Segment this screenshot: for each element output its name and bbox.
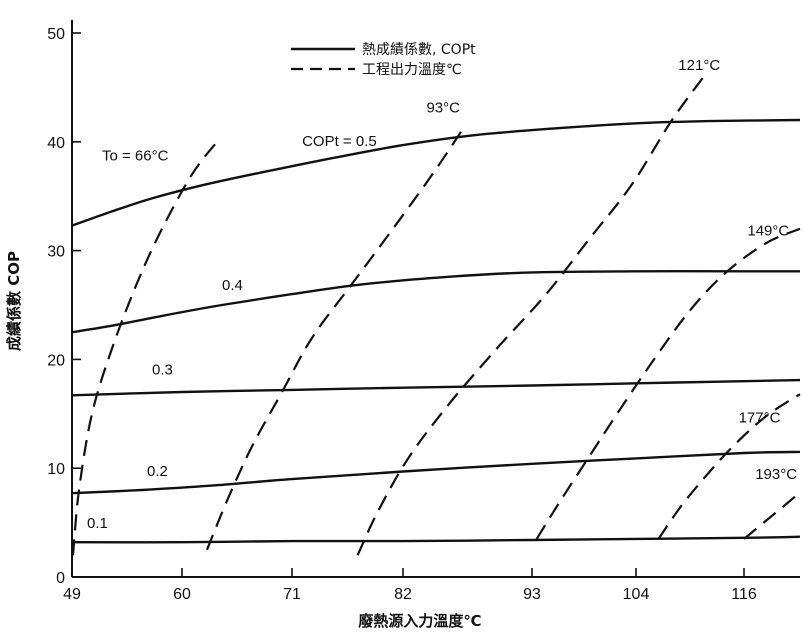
legend: 熱成績係數, COPt 工程出力溫度℃	[291, 42, 476, 78]
x-tick-label: 82	[394, 586, 412, 603]
curve-label: 93°C	[426, 99, 460, 116]
y-tick-label: 40	[47, 135, 65, 152]
cop-curve	[71, 270, 800, 334]
curve-label: 0.2	[147, 463, 168, 480]
x-axis-title: 廢熱源入力溫度℃	[358, 612, 481, 630]
x-tick-label: 104	[623, 586, 650, 603]
curve-label: To = 66°C	[102, 147, 169, 164]
axes: 0 10 20 30 40 50 49 60 71 82 93 104 116	[47, 20, 800, 603]
x-tick-label: 93	[523, 586, 541, 603]
cop-curve	[71, 378, 801, 397]
curve-label: 193°C	[755, 466, 797, 483]
curve-label: 0.4	[222, 277, 243, 294]
temperature-curve	[657, 393, 801, 540]
temperature-curve	[356, 70, 709, 556]
y-tick-label: 0	[56, 570, 65, 587]
curve-label: COPt = 0.5	[302, 133, 377, 150]
curve-label: 149°C	[747, 222, 789, 239]
x-tick-label: 49	[63, 586, 81, 603]
temperature-curve	[205, 130, 463, 551]
temperature-curve	[535, 227, 801, 540]
curve-label: 0.3	[152, 362, 173, 379]
cop-curve	[71, 450, 801, 495]
y-tick-label: 10	[47, 461, 65, 478]
cop-curve	[71, 535, 801, 544]
temperature-curve	[71, 141, 218, 556]
cop-curve	[71, 118, 801, 227]
y-axis-title: 成績係數 COP	[5, 251, 23, 351]
x-tick-label: 116	[731, 586, 757, 603]
y-tick-label: 20	[47, 352, 65, 369]
x-tick-label: 60	[173, 586, 191, 603]
y-tick-label: 30	[47, 244, 65, 261]
curve-label: 121°C	[678, 57, 720, 74]
x-tick-label: 71	[283, 586, 301, 603]
legend-entry-temperature: 工程出力溫度℃	[362, 62, 462, 78]
legend-entry-cop: 熱成績係數, COPt	[362, 42, 476, 58]
y-tick-label: 50	[47, 26, 65, 43]
curve-label: 0.1	[87, 515, 108, 532]
curve-label: 177°C	[739, 410, 781, 427]
temperature-curve	[743, 491, 801, 540]
plot-area: 0.1 0.2 0.3 0.4 COPt = 0.5 To = 66°C 93°C 121°C…	[71, 57, 801, 556]
